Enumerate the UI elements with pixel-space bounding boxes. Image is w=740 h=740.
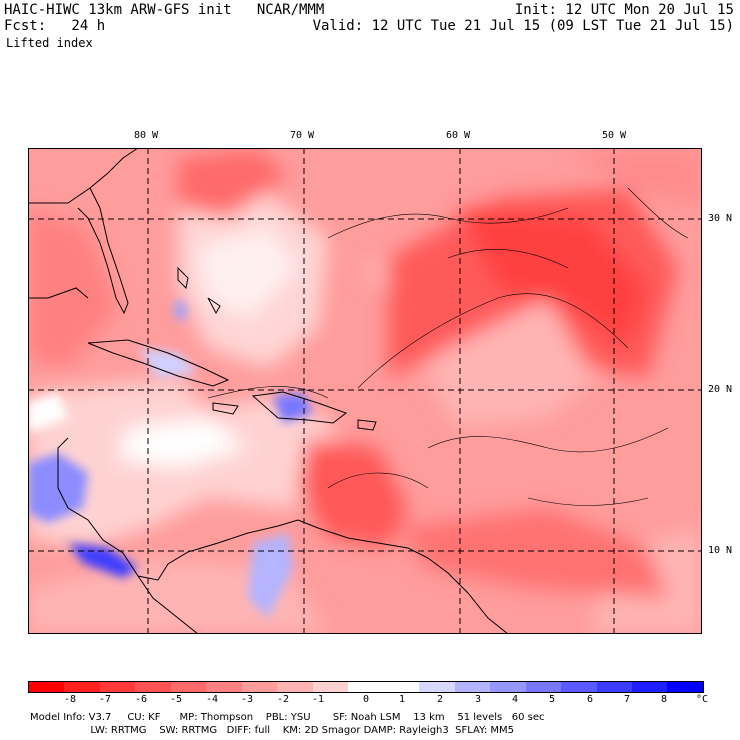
colorbar-swatch xyxy=(277,682,313,692)
colorbar-swatch xyxy=(348,682,384,692)
colorbar-tick: -4 xyxy=(205,694,219,705)
colorbar-unit: °C xyxy=(695,694,709,705)
colorbar-tick: 0 xyxy=(362,694,370,705)
run-title: HAIC-HIWC 13km ARW-GFS init NCAR/MMM xyxy=(4,2,325,18)
colorbar-swatch xyxy=(99,682,136,692)
lat-label-30n: 30 N xyxy=(708,213,733,224)
colorbar-swatch xyxy=(667,682,703,692)
colorbar-tick: -1 xyxy=(311,694,325,705)
colorbar-tick: -7 xyxy=(98,694,112,705)
colorbar-swatch xyxy=(64,682,100,692)
colorbar-tick: 3 xyxy=(474,694,482,705)
lon-label-80w: 80 W xyxy=(134,130,159,141)
colorbar-tick: 2 xyxy=(436,694,444,705)
colorbar-swatch xyxy=(170,682,207,692)
colorbar-swatch xyxy=(206,682,242,692)
lat-label-10n: 10 N xyxy=(708,545,733,556)
colorbar-swatch xyxy=(419,682,455,692)
colorbar-swatch xyxy=(561,682,597,692)
colorbar-swatch xyxy=(29,682,65,692)
map-border xyxy=(28,148,702,634)
map-canvas xyxy=(28,148,702,634)
colorbar-swatch xyxy=(383,682,420,692)
colorbar-swatch xyxy=(454,682,491,692)
colorbar-tick: 4 xyxy=(511,694,519,705)
colorbar-swatch xyxy=(631,682,668,692)
coastlines xyxy=(28,148,509,634)
contour-lines xyxy=(207,187,689,506)
lon-label-50w: 50 W xyxy=(602,130,627,141)
model-info-line1: Model Info: V3.7 CU: KF MP: Thompson PBL… xyxy=(30,712,545,723)
colorbar-tick: 8 xyxy=(660,694,668,705)
colorbar-swatch xyxy=(135,682,171,692)
model-info-line2: LW: RRTMG SW: RRTMG DIFF: full KM: 2D Sm… xyxy=(30,725,515,736)
colorbar-tick: -2 xyxy=(276,694,290,705)
colorbar-swatch xyxy=(490,682,526,692)
colorbar-swatch xyxy=(241,682,278,692)
colorbar xyxy=(28,681,704,693)
colorbar-tick: -8 xyxy=(63,694,77,705)
colorbar-swatch xyxy=(596,682,632,692)
valid-time: Valid: 12 UTC Tue 21 Jul 15 (09 LST Tue … xyxy=(312,18,734,34)
colorbar-tick: -5 xyxy=(169,694,183,705)
colorbar-tick: 7 xyxy=(623,694,631,705)
lifted-index-map xyxy=(28,148,702,634)
colorbar-tick: -6 xyxy=(134,694,148,705)
colorbar-tick: 6 xyxy=(586,694,594,705)
colorbar-tick: -3 xyxy=(240,694,254,705)
lat-label-20n: 20 N xyxy=(708,384,733,395)
forecast-hour: Fcst: 24 h xyxy=(4,18,106,34)
init-time: Init: 12 UTC Mon 20 Jul 15 xyxy=(514,2,734,18)
lon-label-70w: 70 W xyxy=(290,130,315,141)
colorbar-swatch xyxy=(525,682,562,692)
colorbar-tick: 5 xyxy=(548,694,556,705)
field-name: Lifted index xyxy=(6,36,93,50)
lon-label-60w: 60 W xyxy=(446,130,471,141)
latlon-grid xyxy=(28,148,702,634)
colorbar-tick: 1 xyxy=(398,694,406,705)
colorbar-swatch xyxy=(312,682,349,692)
